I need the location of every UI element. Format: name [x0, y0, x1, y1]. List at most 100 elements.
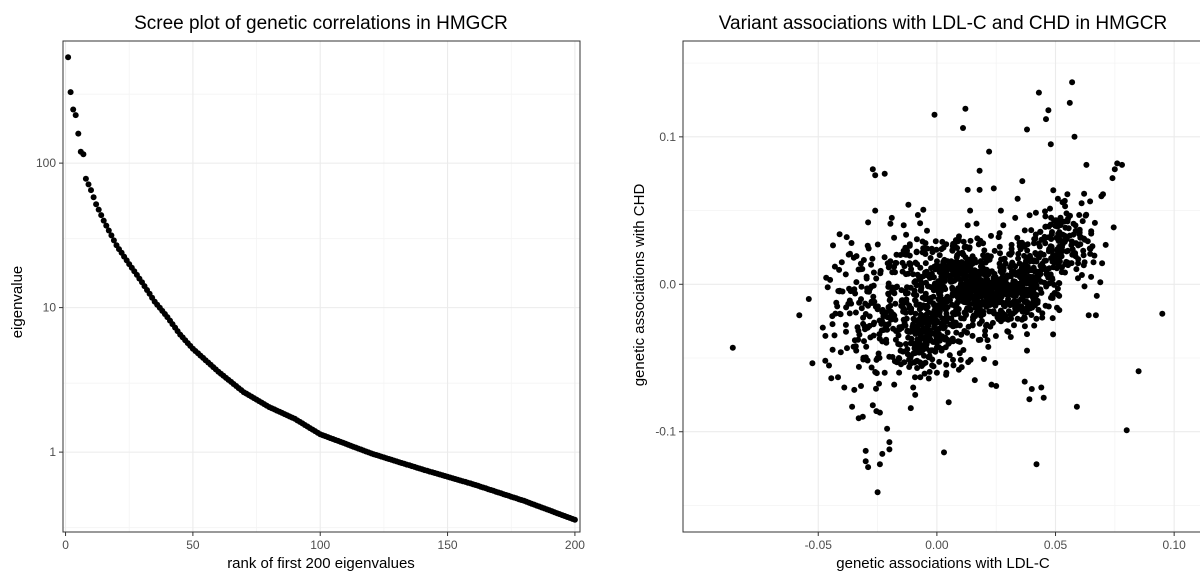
- association-scatter-data-point: [917, 287, 924, 293]
- association-scatter-data-point: [822, 332, 829, 339]
- scree-plot-data-point: [65, 54, 72, 61]
- association-scatter-data-point: [886, 439, 893, 446]
- association-scatter-data-point: [962, 105, 969, 112]
- association-scatter-data-point: [928, 245, 935, 252]
- association-scatter-data-point: [1007, 311, 1014, 318]
- association-scatter-data-point: [1073, 403, 1080, 410]
- association-scatter-y-tick-label: 0.0: [659, 277, 676, 291]
- association-scatter-data-point: [1023, 289, 1030, 295]
- association-scatter-data-point: [1000, 256, 1007, 262]
- association-scatter-data-point: [921, 370, 928, 377]
- association-scatter-data-point: [862, 300, 869, 307]
- association-scatter-data-point: [1035, 268, 1042, 275]
- association-scatter-data-point: [981, 247, 988, 254]
- association-scatter-data-point: [962, 254, 969, 261]
- association-scatter-data-point: [1067, 212, 1073, 219]
- association-scatter-data-point: [906, 252, 913, 259]
- association-scatter-data-point: [988, 381, 995, 388]
- scree-plot-y-tick-label: 100: [36, 156, 56, 170]
- association-scatter-data-point: [1043, 116, 1049, 123]
- association-scatter-data-point: [1011, 322, 1017, 329]
- association-scatter-data-point: [852, 309, 859, 316]
- association-scatter-data-point: [1058, 269, 1065, 276]
- scree-plot-data-point: [72, 112, 79, 119]
- association-scatter-data-point: [950, 356, 956, 363]
- association-scatter-data-point: [1030, 283, 1036, 290]
- association-scatter-data-point: [901, 298, 908, 305]
- association-scatter-data-point: [1055, 280, 1062, 286]
- association-scatter-data-point: [964, 329, 971, 336]
- association-scatter-data-point: [1043, 283, 1050, 290]
- association-scatter-data-point: [1065, 225, 1072, 232]
- association-scatter-data-point: [991, 247, 998, 254]
- association-scatter-data-point: [1080, 262, 1087, 269]
- association-scatter-data-point: [964, 305, 971, 312]
- association-scatter-data-point: [1024, 126, 1030, 133]
- association-scatter-data-point: [922, 339, 929, 346]
- association-scatter: Variant associations with LDL-C and CHD …: [631, 13, 1200, 571]
- association-scatter-data-point: [978, 318, 985, 324]
- scree-plot-x-tick-label: 150: [438, 538, 458, 552]
- scree-plot-gridlines: [63, 41, 580, 532]
- association-scatter-data-point: [907, 355, 914, 362]
- association-scatter-data-point: [1068, 238, 1075, 245]
- scree-plot-y-tick-label: 10: [43, 301, 57, 315]
- association-scatter-data-point: [977, 336, 984, 343]
- association-scatter-data-point: [881, 321, 888, 328]
- association-scatter-y-axis-title: genetic associations with CHD: [631, 184, 648, 387]
- association-scatter-data-point: [943, 241, 950, 248]
- association-scatter-data-point: [1064, 218, 1071, 225]
- association-scatter-data-point: [922, 260, 929, 267]
- association-scatter-data-point: [900, 308, 907, 315]
- association-scatter-data-point: [1031, 322, 1038, 329]
- association-scatter-data-point: [1099, 260, 1106, 267]
- association-scatter-data-point: [1083, 161, 1090, 168]
- association-scatter-data-point: [1014, 303, 1021, 310]
- association-scatter-data-point: [1033, 292, 1040, 298]
- association-scatter-data-point: [1069, 251, 1076, 258]
- association-scatter-data-point: [1057, 222, 1064, 229]
- scree-plot-data-point: [108, 232, 115, 239]
- association-scatter-data-point: [1032, 209, 1039, 216]
- association-scatter-data-point: [828, 375, 835, 382]
- scree-plot-y-axis-title: eigenvalue: [9, 266, 26, 339]
- association-scatter-data-point: [939, 296, 946, 303]
- association-scatter-data-point: [986, 268, 993, 275]
- association-scatter-data-point: [860, 257, 867, 263]
- association-scatter-data-point: [805, 296, 812, 302]
- association-scatter-data-point: [945, 265, 951, 272]
- association-scatter-data-point: [1045, 107, 1052, 114]
- association-scatter-data-point: [1066, 99, 1073, 106]
- association-scatter-data-point: [948, 258, 955, 265]
- association-scatter-data-point: [969, 253, 976, 260]
- association-scatter-data-point: [918, 282, 925, 289]
- association-scatter-data-point: [1035, 89, 1042, 96]
- association-scatter-data-point: [933, 327, 940, 334]
- association-scatter-data-point: [914, 212, 921, 218]
- association-scatter-data-point: [843, 234, 850, 241]
- association-scatter-data-point: [892, 336, 899, 343]
- association-scatter-data-point: [967, 237, 974, 244]
- association-scatter-data-point: [892, 259, 899, 266]
- association-scatter-data-point: [1010, 278, 1017, 285]
- association-scatter-data-point: [893, 328, 899, 334]
- association-scatter-data-point: [874, 489, 881, 496]
- scree-plot-data-point: [85, 181, 92, 188]
- association-scatter-data-point: [869, 166, 876, 173]
- association-scatter-data-point: [1039, 314, 1046, 321]
- association-scatter-data-point: [954, 290, 961, 297]
- association-scatter-data-point: [888, 310, 895, 317]
- association-scatter-data-point: [972, 280, 979, 287]
- association-scatter-data-point: [993, 383, 1000, 389]
- association-scatter-data-point: [973, 275, 979, 282]
- association-scatter-data-point: [899, 259, 906, 266]
- association-scatter-data-point: [873, 370, 880, 377]
- association-scatter-data-point: [936, 269, 943, 276]
- association-scatter-title: Variant associations with LDL-C and CHD …: [719, 13, 1167, 34]
- association-scatter-data-point: [1028, 386, 1035, 392]
- scree-plot-y-tick-label: 1: [49, 445, 56, 459]
- association-scatter-data-point: [949, 266, 956, 272]
- association-scatter-data-point: [1014, 195, 1021, 202]
- association-scatter-data-point: [729, 344, 736, 351]
- association-scatter-data-point: [1005, 273, 1012, 280]
